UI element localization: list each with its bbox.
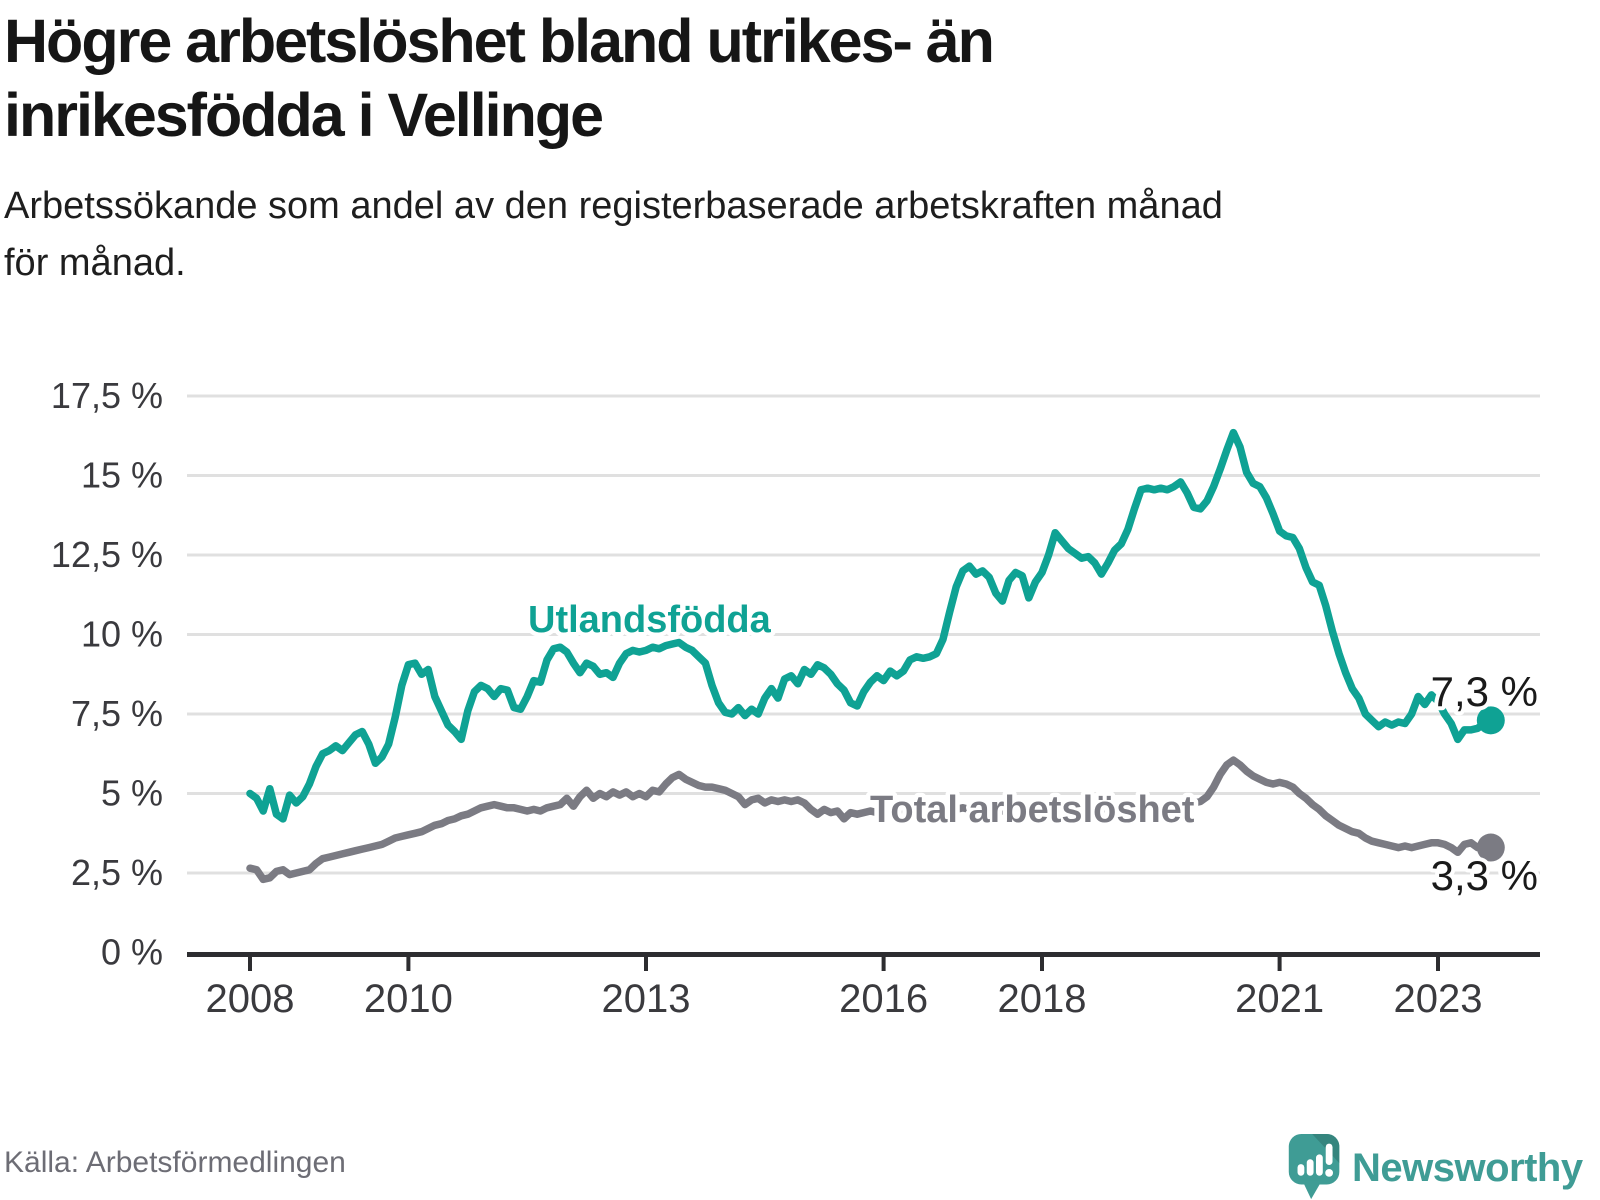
x-axis-tick — [1436, 957, 1440, 971]
y-axis-label: 10 % — [81, 614, 163, 655]
series-endpoint-dot-total — [1476, 833, 1505, 862]
newsworthy-logo-icon — [1288, 1133, 1340, 1200]
page-title: Högre arbetslöshet bland utrikes- än inr… — [4, 4, 1404, 152]
newsworthy-logo-text: Newsworthy — [1352, 1146, 1583, 1190]
y-axis-label: 15 % — [81, 455, 163, 496]
x-axis-tick — [1040, 957, 1044, 971]
x-axis-label: 2018 — [998, 977, 1087, 1021]
y-axis-label: 5 % — [101, 773, 163, 814]
series-line-utlandsfodda — [246, 428, 1495, 823]
x-axis-tick — [881, 957, 886, 971]
x-axis-tick — [406, 957, 411, 971]
subtitle-line-2: för månad. — [4, 242, 186, 284]
x-axis-label: 2013 — [602, 977, 691, 1021]
title-line-1: Högre arbetslöshet bland utrikes- än — [4, 7, 995, 75]
x-axis-label: 2008 — [206, 977, 295, 1021]
y-axis-label: 12,5 % — [51, 534, 163, 575]
title-line-2: inrikesfödda i Vellinge — [4, 81, 604, 149]
y-axis-label: 17,5 % — [51, 375, 163, 416]
series-endpoint-dot-utlandsfodda — [1476, 706, 1505, 735]
newsworthy-logo: Newsworthy — [1286, 1132, 1596, 1200]
x-axis-tick — [1277, 957, 1282, 971]
end-value-label-total: 3,3 % — [1431, 852, 1538, 899]
end-value-label-utlandsfodda: 7,3 % — [1431, 668, 1538, 715]
source-note: Källa: Arbetsförmedlingen — [4, 1146, 346, 1179]
x-axis-label: 2010 — [364, 977, 453, 1021]
chart-subtitle: Arbetssökande som andel av den registerb… — [4, 178, 1564, 292]
x-axis-label: 2021 — [1235, 977, 1324, 1021]
y-axis-label: 2,5 % — [71, 852, 163, 893]
y-axis-label: 7,5 % — [71, 693, 163, 734]
x-axis-tick — [644, 957, 648, 971]
subtitle-line-1: Arbetssökande som andel av den registerb… — [4, 185, 1223, 227]
x-axis-tick — [248, 957, 252, 971]
x-axis-label: 2023 — [1394, 977, 1483, 1021]
series-label-total: Total arbetslöshet — [870, 789, 1195, 831]
series-label-utlandsfodda: Utlandsfödda — [528, 599, 772, 641]
series-line-total — [246, 756, 1495, 884]
x-axis-label: 2016 — [839, 977, 928, 1021]
x-axis-line — [187, 952, 1540, 957]
y-axis-label: 0 % — [101, 932, 163, 973]
